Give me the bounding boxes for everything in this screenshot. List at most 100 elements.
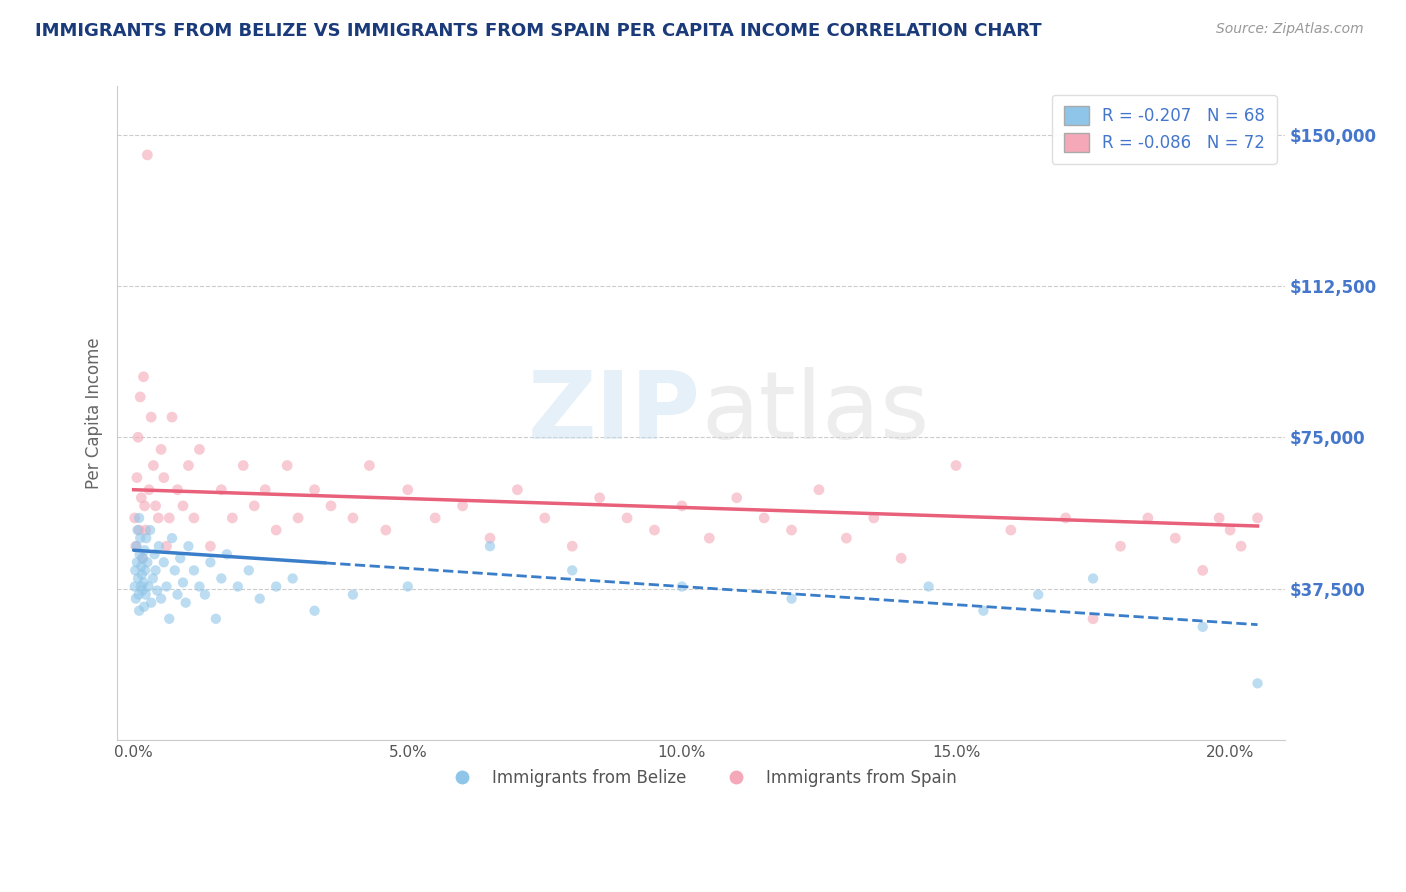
Point bbox=[128, 604, 150, 618]
Point bbox=[917, 580, 939, 594]
Point bbox=[972, 604, 994, 618]
Point bbox=[129, 580, 152, 594]
Point bbox=[129, 390, 152, 404]
Point bbox=[134, 499, 156, 513]
Point bbox=[254, 483, 277, 497]
Point bbox=[725, 491, 748, 505]
Point bbox=[143, 547, 166, 561]
Point bbox=[1219, 523, 1241, 537]
Point bbox=[125, 539, 148, 553]
Point bbox=[138, 483, 160, 497]
Point bbox=[148, 539, 170, 553]
Point bbox=[127, 430, 149, 444]
Point bbox=[134, 563, 156, 577]
Point bbox=[1000, 523, 1022, 537]
Point bbox=[132, 599, 155, 614]
Point bbox=[1054, 511, 1077, 525]
Point bbox=[425, 511, 447, 525]
Point bbox=[616, 511, 638, 525]
Point bbox=[200, 539, 222, 553]
Point bbox=[132, 369, 155, 384]
Point bbox=[131, 583, 153, 598]
Point bbox=[127, 571, 149, 585]
Point bbox=[264, 523, 287, 537]
Point bbox=[166, 588, 188, 602]
Text: Source: ZipAtlas.com: Source: ZipAtlas.com bbox=[1216, 22, 1364, 37]
Point bbox=[671, 580, 693, 594]
Point bbox=[221, 511, 243, 525]
Point bbox=[697, 531, 720, 545]
Point bbox=[1109, 539, 1132, 553]
Text: atlas: atlas bbox=[702, 368, 929, 459]
Point bbox=[125, 470, 148, 484]
Point bbox=[1191, 620, 1213, 634]
Point bbox=[319, 499, 342, 513]
Point bbox=[183, 563, 205, 577]
Point bbox=[1230, 539, 1253, 553]
Point bbox=[142, 458, 165, 473]
Point bbox=[129, 531, 152, 545]
Point bbox=[127, 523, 149, 537]
Point bbox=[148, 511, 170, 525]
Point bbox=[506, 483, 529, 497]
Point bbox=[125, 591, 148, 606]
Point bbox=[128, 547, 150, 561]
Point bbox=[136, 148, 159, 162]
Point bbox=[128, 511, 150, 525]
Point bbox=[287, 511, 309, 525]
Point bbox=[304, 483, 326, 497]
Point bbox=[1081, 612, 1104, 626]
Point bbox=[1246, 676, 1268, 690]
Point bbox=[215, 547, 238, 561]
Point bbox=[131, 551, 153, 566]
Point bbox=[807, 483, 830, 497]
Point bbox=[1136, 511, 1159, 525]
Point bbox=[131, 559, 153, 574]
Point bbox=[131, 491, 153, 505]
Point bbox=[152, 470, 174, 484]
Point bbox=[342, 588, 364, 602]
Point bbox=[226, 580, 249, 594]
Point bbox=[533, 511, 555, 525]
Point bbox=[752, 511, 775, 525]
Point bbox=[232, 458, 254, 473]
Point bbox=[124, 580, 146, 594]
Point bbox=[194, 588, 217, 602]
Point bbox=[152, 555, 174, 569]
Point bbox=[243, 499, 266, 513]
Point bbox=[1208, 511, 1230, 525]
Point bbox=[1026, 588, 1049, 602]
Point bbox=[588, 491, 610, 505]
Point bbox=[209, 571, 232, 585]
Point bbox=[128, 588, 150, 602]
Point bbox=[135, 531, 157, 545]
Point bbox=[145, 499, 167, 513]
Point bbox=[1081, 571, 1104, 585]
Point bbox=[342, 511, 364, 525]
Point bbox=[132, 575, 155, 590]
Point bbox=[172, 499, 194, 513]
Point bbox=[643, 523, 665, 537]
Point bbox=[155, 580, 177, 594]
Point bbox=[160, 410, 183, 425]
Point bbox=[163, 563, 186, 577]
Point bbox=[945, 458, 967, 473]
Point bbox=[862, 511, 884, 525]
Point bbox=[890, 551, 912, 566]
Point bbox=[479, 539, 502, 553]
Point bbox=[281, 571, 304, 585]
Point bbox=[177, 539, 200, 553]
Point bbox=[166, 483, 188, 497]
Point bbox=[177, 458, 200, 473]
Point bbox=[169, 551, 191, 566]
Point bbox=[150, 591, 173, 606]
Point bbox=[276, 458, 298, 473]
Point bbox=[131, 567, 153, 582]
Point bbox=[671, 499, 693, 513]
Point bbox=[160, 531, 183, 545]
Point bbox=[1164, 531, 1187, 545]
Point bbox=[188, 442, 211, 457]
Point bbox=[125, 555, 148, 569]
Point bbox=[157, 612, 180, 626]
Point bbox=[200, 555, 222, 569]
